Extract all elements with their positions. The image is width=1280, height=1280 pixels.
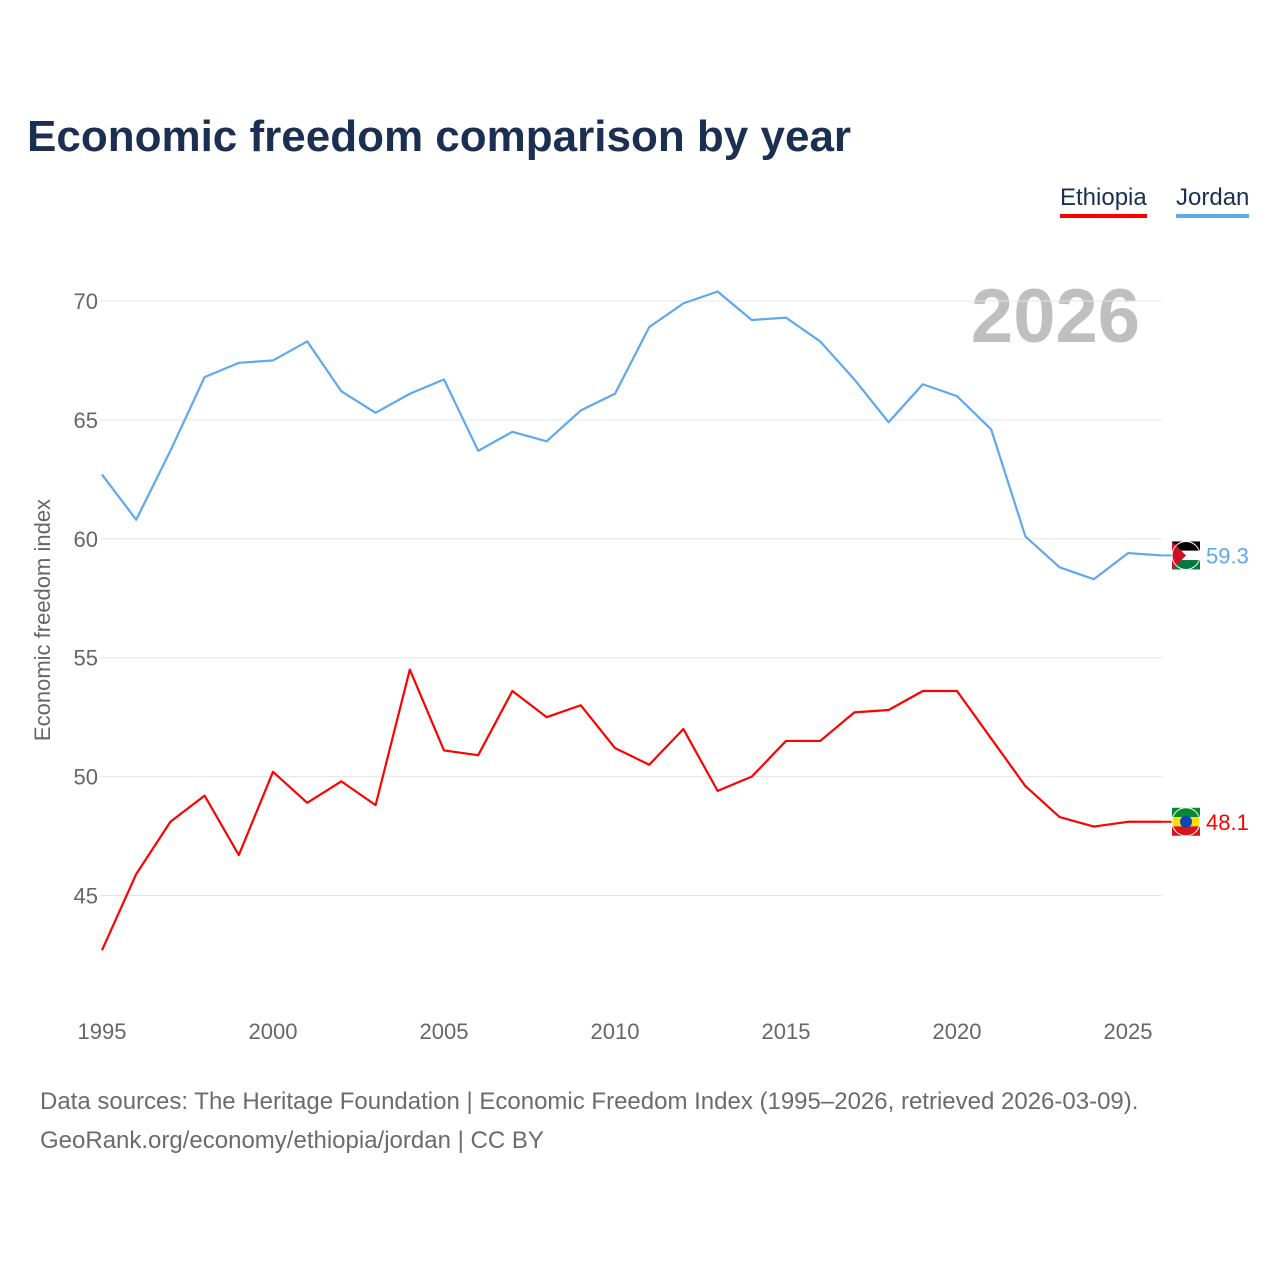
y-tick-label: 65 <box>74 408 98 433</box>
flag-stripe <box>1172 550 1200 561</box>
series-line-ethiopia <box>100 668 1163 951</box>
flag-stripe <box>1172 560 1200 570</box>
x-tick-label: 2000 <box>249 1019 298 1044</box>
flag-jordan-icon <box>1171 540 1201 570</box>
y-tick-label: 45 <box>74 884 98 909</box>
series-line-jordan <box>101 290 1163 581</box>
x-tick-label: 2005 <box>420 1019 469 1044</box>
flag-stripe <box>1172 807 1200 818</box>
y-tick-label: 60 <box>74 527 98 552</box>
year-badge: 2026 <box>971 274 1140 359</box>
y-tick-label: 50 <box>74 765 98 790</box>
x-tick-label: 2015 <box>762 1019 811 1044</box>
x-tick-label: 2010 <box>591 1019 640 1044</box>
x-tick-label: 2025 <box>1104 1019 1153 1044</box>
source-line-2: GeoRank.org/economy/ethiopia/jordan | CC… <box>40 1127 544 1154</box>
end-value-label: 59.3 <box>1206 543 1249 568</box>
y-axis-label: Economic freedom index <box>30 499 55 741</box>
chart-title: Economic freedom comparison by year <box>27 112 852 161</box>
legend-ethiopia[interactable]: Ethiopia <box>1060 184 1147 218</box>
flag-triangle <box>1172 541 1186 570</box>
source-line-1: Data sources: The Heritage Foundation | … <box>40 1088 1139 1115</box>
end-value-label: 48.1 <box>1206 810 1249 835</box>
y-tick-label: 70 <box>74 289 98 314</box>
x-tick-label: 2020 <box>933 1019 982 1044</box>
flag-stripe <box>1172 541 1200 551</box>
flag-stripe <box>1172 826 1200 836</box>
flag-emblem <box>1180 815 1192 828</box>
flag-ethiopia-icon <box>1171 807 1201 837</box>
y-tick-label: 55 <box>74 646 98 671</box>
x-tick-label: 1995 <box>78 1019 127 1044</box>
legend-jordan[interactable]: Jordan <box>1176 184 1250 218</box>
